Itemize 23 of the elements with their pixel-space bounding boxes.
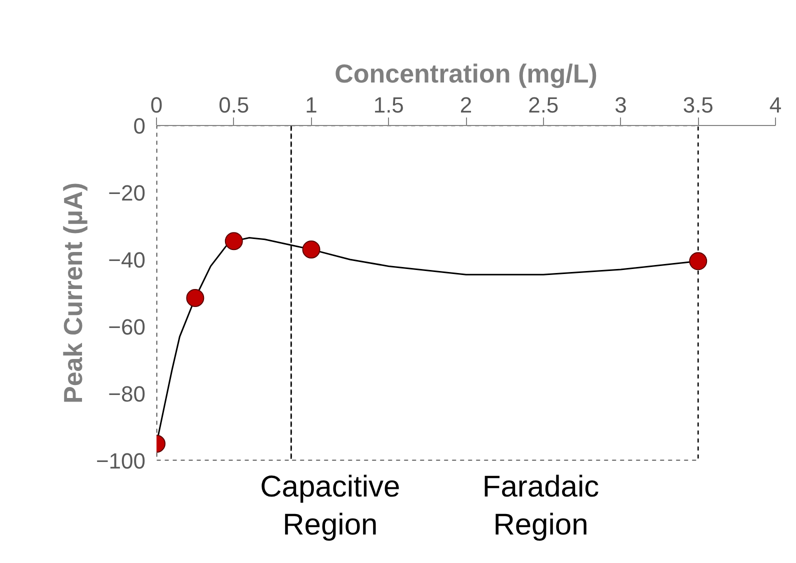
- band-label: Capacitive Region: [260, 470, 400, 542]
- y-tick-label: 0: [133, 114, 146, 138]
- y-tick-label: −60: [108, 314, 146, 340]
- y-tick-label: −80: [108, 382, 146, 406]
- point: [689, 252, 708, 270]
- y-tick-label: −100: [96, 448, 146, 474]
- x-tick-label: 0.5: [218, 92, 250, 118]
- x-tick-label: 1.5: [373, 92, 404, 118]
- point: [186, 289, 204, 308]
- y-tick-label: −40: [108, 248, 146, 272]
- x-tick-label: 2: [460, 92, 472, 118]
- x-tick-label: 1: [305, 92, 318, 118]
- y-tick-label: −20: [108, 180, 146, 206]
- band-label: Faradaic Region: [482, 470, 600, 542]
- x-tick-label: 2.5: [528, 92, 559, 118]
- point: [302, 240, 320, 258]
- x-tick-label: 3: [614, 92, 627, 118]
- x-axis-title: Concentration (mg/L): [334, 58, 598, 88]
- point: [224, 232, 243, 250]
- y-axis-title: Peak Current (μA): [58, 182, 88, 404]
- x-tick-label: 4: [769, 92, 782, 118]
- x-tick-label: 0: [150, 92, 163, 118]
- x-tick-label: 3.5: [682, 92, 714, 118]
